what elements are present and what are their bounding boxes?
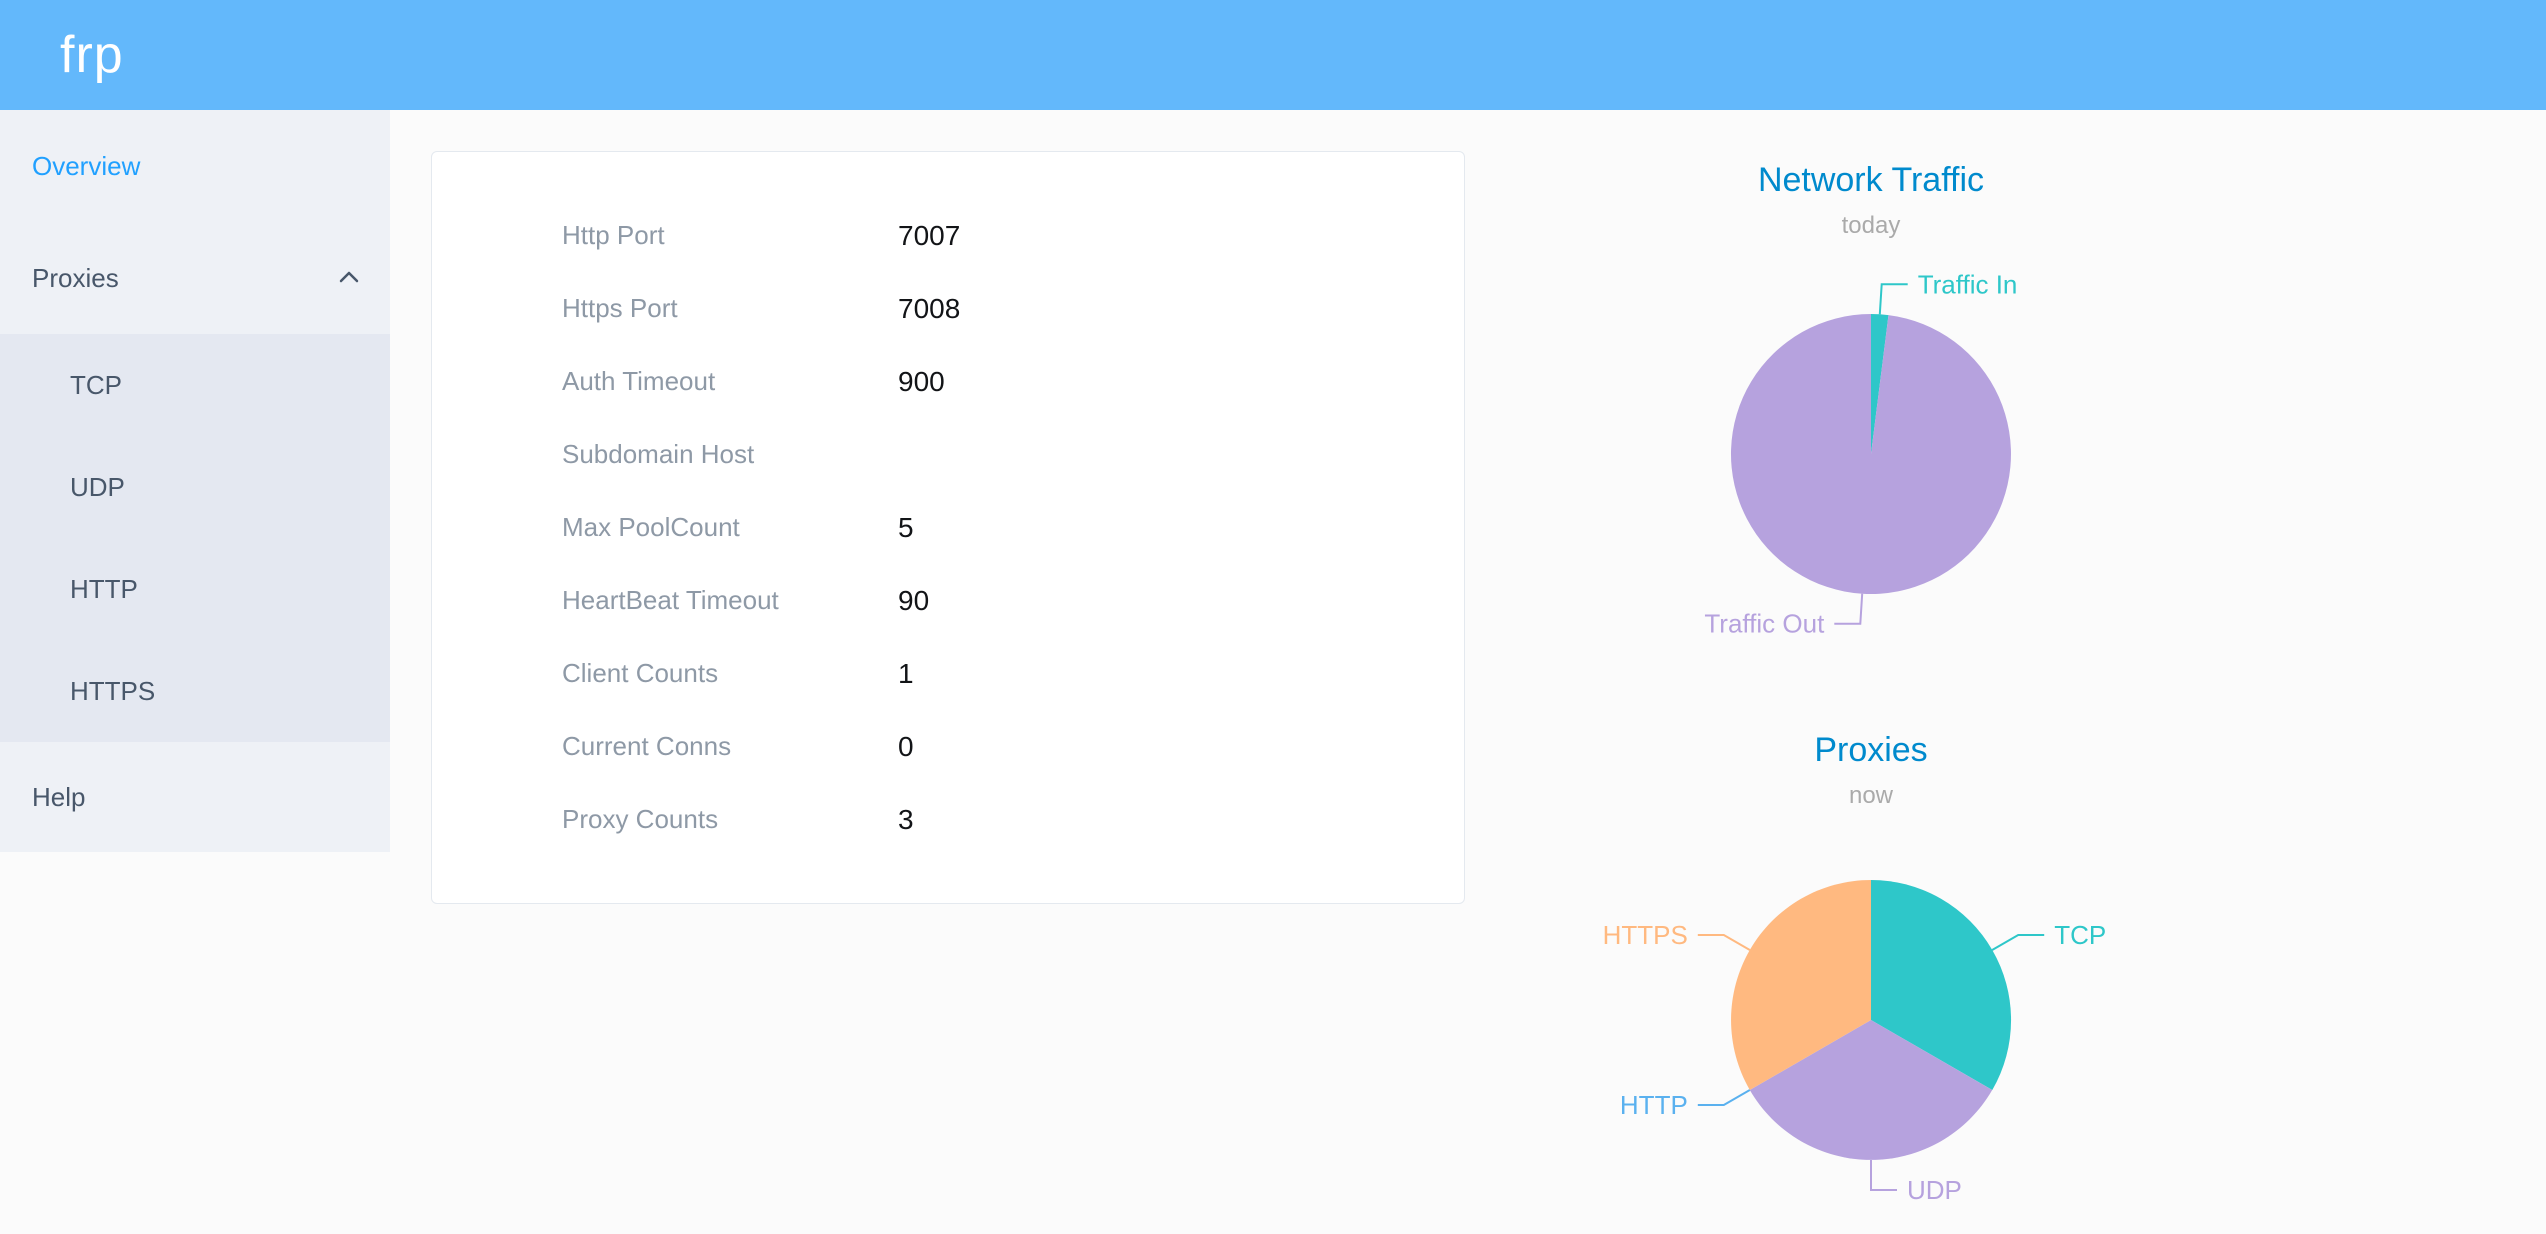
- network-traffic-chart: Network Traffic today Traffic In Traffic …: [1511, 150, 2231, 680]
- pie-label-tcp: TCP: [2054, 920, 2106, 950]
- config-row-https-port: Https Port 7008: [432, 272, 1464, 345]
- chart-subtitle: now: [1848, 782, 1894, 809]
- chart-title: Proxies: [1814, 731, 1928, 769]
- server-config-card: Http Port 7007 Https Port 7008 Auth Time…: [431, 151, 1465, 904]
- sidebar-item-udp-label: UDP: [70, 471, 125, 502]
- config-value: 900: [898, 365, 945, 397]
- sidebar-item-proxies-label: Proxies: [32, 262, 119, 293]
- app-header: frp: [0, 0, 2546, 110]
- config-row-heartbeat-timeout: HeartBeat Timeout 90: [432, 564, 1464, 637]
- pie-slice-traffic-out: [1730, 314, 2011, 594]
- chevron-up-icon: [336, 265, 362, 291]
- network-traffic-pie-chart: Traffic In Traffic Out: [1704, 269, 2018, 639]
- pie-slice-udp: [1749, 1020, 1993, 1160]
- sidebar-item-http-label: HTTP: [70, 573, 138, 604]
- config-label: Http Port: [562, 220, 665, 250]
- pie-label-line: [1991, 934, 2045, 951]
- sidebar: Overview Proxies TCP UDP HTTP HTTPS Help: [0, 110, 390, 852]
- proxies-submenu: TCP UDP HTTP HTTPS: [0, 334, 390, 742]
- pie-slice-tcp: [1871, 880, 2012, 1090]
- sidebar-item-http[interactable]: HTTP: [0, 538, 390, 640]
- sidebar-item-help-label: Help: [32, 781, 86, 812]
- config-value: 3: [898, 803, 914, 835]
- config-row-proxy-counts: Proxy Counts 3: [432, 783, 1464, 856]
- config-row-client-counts: Client Counts 1: [432, 637, 1464, 710]
- pie-label-https: HTTPS: [1603, 920, 1688, 950]
- pie-slice-https: [1731, 880, 1871, 1090]
- sidebar-item-tcp[interactable]: TCP: [0, 334, 390, 436]
- sidebar-item-overview-label: Overview: [32, 150, 141, 181]
- pie-label-line: [1697, 1089, 1751, 1106]
- app-logo: frp: [60, 26, 124, 84]
- pie-slice-traffic-in: [1871, 314, 1889, 454]
- config-label: Client Counts: [562, 658, 719, 688]
- sidebar-item-proxies[interactable]: Proxies: [0, 222, 390, 334]
- config-row-max-poolcount: Max PoolCount 5: [432, 491, 1464, 564]
- sidebar-item-https-label: HTTPS: [70, 675, 156, 706]
- pie-label-line: [1834, 593, 1864, 625]
- config-label: Subdomain Host: [562, 439, 755, 469]
- config-value: 1: [898, 657, 914, 689]
- sidebar-item-help[interactable]: Help: [0, 742, 390, 852]
- pie-label-udp: UDP: [1907, 1175, 1962, 1205]
- pie-label-http: HTTP: [1620, 1090, 1688, 1120]
- proxies-chart: Proxies now TCP UDP HTTP HTTPS: [1511, 720, 2231, 1234]
- config-value: 5: [898, 511, 914, 543]
- pie-label-traffic-out: Traffic Out: [1704, 609, 1825, 639]
- config-row-current-conns: Current Conns 0: [432, 710, 1464, 783]
- config-label: Current Conns: [562, 731, 732, 761]
- proxies-pie-chart: TCP UDP HTTP HTTPS: [1603, 880, 2106, 1205]
- config-label: Max PoolCount: [562, 512, 740, 542]
- config-label: Auth Timeout: [562, 366, 716, 396]
- pie-label-line: [1697, 934, 1751, 951]
- config-value: 0: [898, 730, 914, 762]
- pie-label-line: [1878, 283, 1908, 315]
- config-value: 7007: [898, 219, 961, 251]
- config-value: 90: [898, 584, 930, 616]
- pie-label-traffic-in: Traffic In: [1918, 269, 2018, 299]
- chart-subtitle: today: [1841, 212, 1901, 239]
- config-label: Https Port: [562, 293, 678, 323]
- chart-title: Network Traffic: [1757, 161, 1985, 199]
- config-label: Proxy Counts: [562, 804, 719, 834]
- sidebar-item-https[interactable]: HTTPS: [0, 640, 390, 742]
- config-value: 7008: [898, 292, 961, 324]
- sidebar-item-udp[interactable]: UDP: [0, 436, 390, 538]
- config-row-subdomain-host: Subdomain Host: [432, 418, 1464, 491]
- config-row-auth-timeout: Auth Timeout 900: [432, 345, 1464, 418]
- sidebar-item-overview[interactable]: Overview: [0, 110, 390, 222]
- config-row-http-port: Http Port 7007: [432, 199, 1464, 272]
- config-label: HeartBeat Timeout: [562, 585, 779, 615]
- pie-label-line: [1870, 1160, 1897, 1191]
- sidebar-item-tcp-label: TCP: [70, 369, 122, 400]
